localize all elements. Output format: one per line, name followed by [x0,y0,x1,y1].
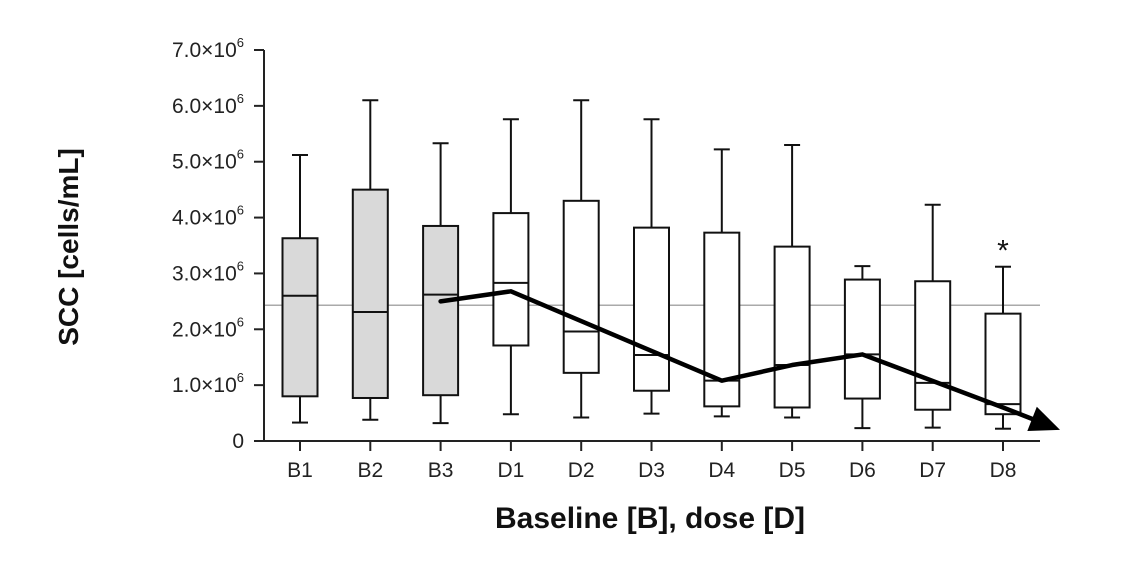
y-tick-label: 5.0×106 [172,147,244,174]
box-d6 [843,265,881,430]
box-b2 [351,99,389,421]
x-tick-label-d4: D4 [708,459,735,482]
x-axis-label: Baseline [B], dose [D] [495,502,805,535]
box-iqr [281,237,319,398]
box-d2 [562,99,600,419]
trend-layer: * [438,235,1060,431]
x-tick-label-d1: D1 [497,459,524,482]
x-tick-label-b2: B2 [357,459,383,482]
y-tick-label: 3.0×106 [172,258,244,285]
box-iqr [633,226,670,392]
box-iqr [492,212,530,347]
x-tick-label-d6: D6 [849,459,876,482]
box-iqr [422,224,460,397]
x-tick-label-d8: D8 [990,459,1017,482]
box-iqr [914,280,952,411]
box-d7 [914,203,952,429]
box-iqr [773,245,811,409]
box-d8 [984,265,1022,430]
x-tick-label-d2: D2 [568,459,595,482]
boxes-layer [281,99,1022,430]
y-tick-label: 0 [232,430,244,453]
y-axis-label: SCC [cells/mL] [53,148,84,346]
box-b3 [422,142,460,425]
axes-layer: 0 1.0×106 2.0×106 3.0×106 4.0×106 5.0×106 6.0×… [172,35,1040,482]
y-tick-label: 4.0×106 [172,203,244,230]
x-tick-label-d3: D3 [638,459,665,482]
box-d5 [773,143,811,419]
x-tick-label-b3: B3 [428,459,454,482]
box-b1 [281,154,319,424]
box-d3 [633,118,670,415]
y-tick-label: 2.0×106 [172,314,244,341]
y-tick-label: 1.0×106 [172,370,244,397]
box-iqr [843,278,881,400]
x-tick-label-b1: B1 [287,459,313,482]
significance-marker: * [997,235,1009,268]
x-tick-label-d7: D7 [919,459,946,482]
y-tick-label: 6.0×106 [172,91,244,118]
box-iqr [984,312,1022,416]
y-tick-label: 7.0×106 [172,35,244,62]
x-tick-label-d5: D5 [779,459,806,482]
trend-arrowhead [1027,406,1060,431]
box-iqr [562,199,600,374]
trend-line [438,289,1035,422]
box-iqr [351,188,389,399]
box-d1 [492,118,530,416]
